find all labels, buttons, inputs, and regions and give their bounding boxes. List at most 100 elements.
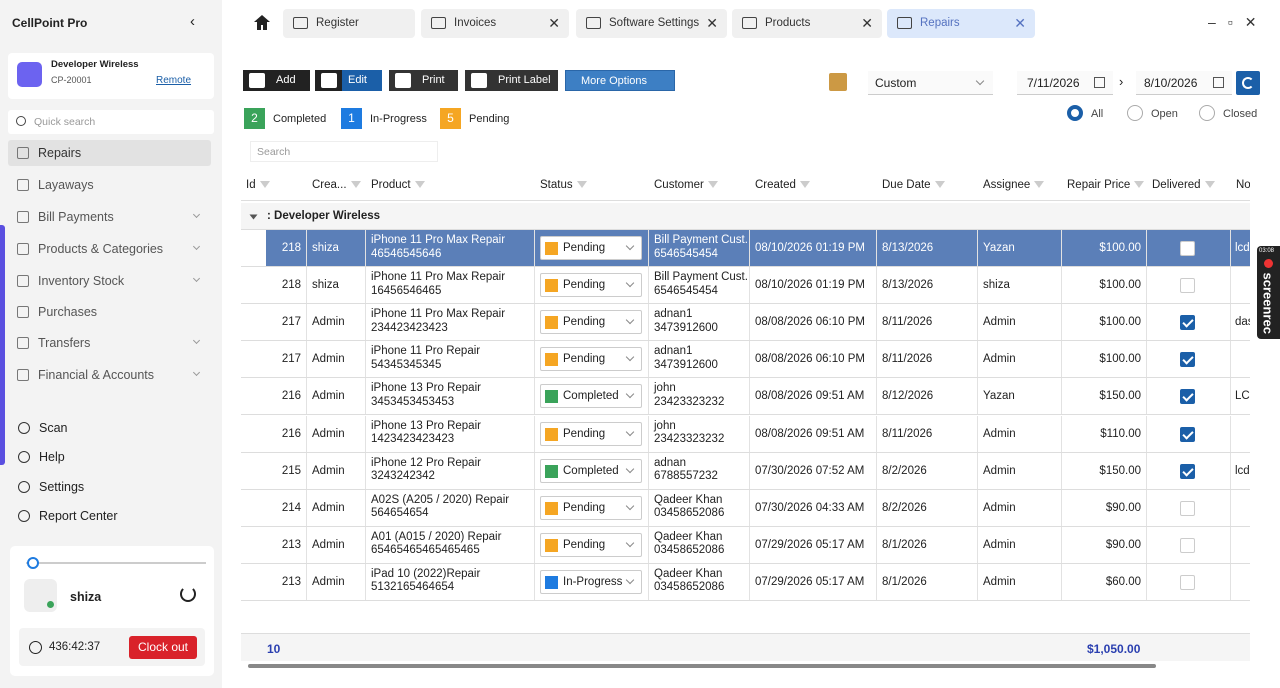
assignee-cell: Admin — [978, 341, 1062, 378]
refresh-button[interactable] — [1236, 71, 1260, 95]
nav-item[interactable]: Layaways — [8, 172, 211, 198]
status-dropdown[interactable]: Completed — [540, 458, 642, 483]
customer-cell-line: Qadeer Khan — [654, 493, 723, 506]
range-select[interactable]: Custom — [868, 71, 993, 95]
icon — [192, 210, 201, 219]
column-header[interactable]: Product — [366, 170, 535, 201]
column-header[interactable]: Assignee — [978, 170, 1062, 201]
delivered-checkbox[interactable] — [1180, 241, 1195, 256]
date-from[interactable]: 7/11/2026 — [1017, 71, 1113, 95]
icon — [17, 147, 29, 159]
grid-row[interactable]: 217 Admin iPhone 11 Pro Repair 54345345345 P… — [241, 341, 1250, 379]
status-dropdown[interactable]: In-Progress — [540, 569, 642, 594]
collapse-button[interactable]: ‹ — [190, 13, 195, 30]
filter-radio[interactable]: Closed — [1199, 105, 1257, 122]
column-header[interactable]: Repair Price — [1062, 170, 1147, 201]
status-dropdown[interactable]: Pending — [540, 310, 642, 335]
tab-close[interactable]: ✕ — [548, 15, 560, 31]
customer-cell-line: john — [654, 419, 676, 432]
icon — [18, 510, 30, 522]
grid-row[interactable]: 217 Admin iPhone 11 Pro Max Repair 23442342… — [241, 304, 1250, 342]
tab[interactable]: Register — [283, 9, 415, 38]
toolbar-button[interactable]: Print Label — [465, 70, 558, 91]
status-dropdown[interactable]: Pending — [540, 532, 642, 557]
grid-search[interactable]: Search — [250, 141, 438, 162]
icon — [707, 181, 718, 188]
nav-item[interactable]: Repairs — [8, 140, 211, 166]
nav-item[interactable]: Inventory Stock — [8, 268, 211, 294]
delivered-checkbox[interactable] — [1180, 352, 1195, 368]
grid-row[interactable]: 218 shiza iPhone 11 Pro Max Repair 46546545… — [241, 230, 1250, 267]
product-cell-line: iPhone 11 Pro Max Repair — [371, 308, 506, 321]
date-to[interactable]: 8/10/2026 — [1136, 71, 1232, 95]
status-dropdown[interactable]: Pending — [540, 421, 642, 446]
grid-row[interactable]: 213 Admin iPad 10 (2022)Repair 513216546465… — [241, 563, 1250, 601]
grid-row[interactable]: 216 Admin iPhone 13 Pro Repair 142342342342… — [241, 415, 1250, 453]
bottom-nav-item[interactable]: Settings — [18, 476, 84, 498]
nav-item[interactable]: Purchases — [8, 299, 211, 325]
icon — [293, 17, 308, 29]
status-dropdown[interactable]: Pending — [540, 273, 642, 298]
home-button[interactable] — [252, 13, 272, 31]
filter-radio[interactable]: All — [1067, 105, 1103, 122]
delivered-checkbox[interactable] — [1180, 537, 1195, 553]
tab-close[interactable]: ✕ — [861, 15, 873, 31]
status-dropdown[interactable]: Pending — [540, 347, 642, 372]
delivered-checkbox[interactable] — [1180, 389, 1195, 405]
customer-cell-line: 03458652086 — [654, 581, 725, 594]
delivered-checkbox[interactable] — [1180, 278, 1195, 294]
toolbar-button[interactable]: Add — [243, 70, 310, 91]
delivered-checkbox[interactable] — [1180, 426, 1195, 442]
column-header[interactable]: No — [1231, 170, 1250, 201]
delivered-checkbox[interactable] — [1180, 315, 1195, 331]
delivered-checkbox[interactable] — [1180, 500, 1195, 516]
tab[interactable]: Repairs ✕ — [887, 9, 1035, 38]
quick-search[interactable]: Quick search — [8, 110, 214, 134]
delivered-checkbox[interactable] — [1180, 463, 1195, 479]
column-header[interactable]: Due Date — [877, 170, 978, 201]
clock-out-button[interactable]: Clock out — [129, 636, 197, 659]
h-scrollbar[interactable] — [248, 664, 1156, 668]
power-button[interactable] — [180, 586, 196, 602]
tab[interactable]: Software Settings ✕ — [576, 9, 727, 38]
remote-link[interactable]: Remote — [156, 75, 192, 86]
customer-cell-line: 6788557232 — [654, 470, 718, 483]
toolbar-button[interactable]: Edit — [315, 70, 382, 91]
watermark: 03:08 screenrec — [1257, 246, 1280, 339]
grid-row[interactable]: 214 Admin A02S (A205 / 2020) Repair 5646546… — [241, 489, 1250, 527]
grid-row[interactable]: 213 Admin A01 (A015 / 2020) Repair 65465465… — [241, 526, 1250, 564]
nav-item[interactable]: Financial & Accounts — [8, 362, 211, 388]
nav-item[interactable]: Transfers — [8, 330, 211, 356]
nav-item[interactable]: Bill Payments — [8, 204, 211, 230]
delivered-checkbox[interactable] — [1180, 574, 1195, 590]
status-dropdown[interactable]: Completed — [540, 384, 642, 409]
column-header[interactable]: Status — [535, 170, 649, 201]
tab[interactable]: Products ✕ — [732, 9, 882, 38]
grid-row[interactable]: 215 Admin iPhone 12 Pro Repair 3243242342 Co… — [241, 452, 1250, 490]
column-header[interactable]: Crea... — [307, 170, 366, 201]
column-title: Created — [755, 179, 796, 191]
bottom-nav-item[interactable]: Help — [18, 446, 65, 468]
bottom-nav-item[interactable]: Scan — [18, 417, 68, 439]
tab[interactable]: Invoices ✕ — [421, 9, 569, 38]
status-dropdown[interactable]: Pending — [540, 495, 642, 520]
toolbar-button[interactable]: Print — [389, 70, 458, 91]
tab-close[interactable]: ✕ — [1014, 15, 1026, 31]
status-dropdown[interactable]: Pending — [540, 236, 642, 260]
icon — [471, 73, 487, 88]
tab-close[interactable]: ✕ — [706, 15, 718, 31]
window-controls[interactable]: –▫✕ — [1208, 14, 1269, 30]
status-cell: Pending — [535, 341, 649, 378]
filter-radio[interactable]: Open — [1127, 105, 1178, 122]
due-cell: 8/2/2026 — [877, 489, 978, 526]
toolbar-button[interactable]: More Options — [565, 70, 675, 91]
column-header[interactable]: Created — [750, 170, 877, 201]
grid-row[interactable]: 218 shiza iPhone 11 Pro Max Repair 16456546… — [241, 267, 1250, 305]
column-header[interactable]: Id — [241, 170, 307, 201]
bottom-nav-item[interactable]: Report Center — [18, 505, 118, 527]
nav-item[interactable]: Products & Categories — [8, 236, 211, 262]
slider-thumb[interactable] — [27, 557, 39, 569]
grid-row[interactable]: 216 Admin iPhone 13 Pro Repair 345345345345… — [241, 378, 1250, 416]
column-header[interactable]: Customer — [649, 170, 750, 201]
column-header[interactable]: Delivered — [1147, 170, 1231, 201]
